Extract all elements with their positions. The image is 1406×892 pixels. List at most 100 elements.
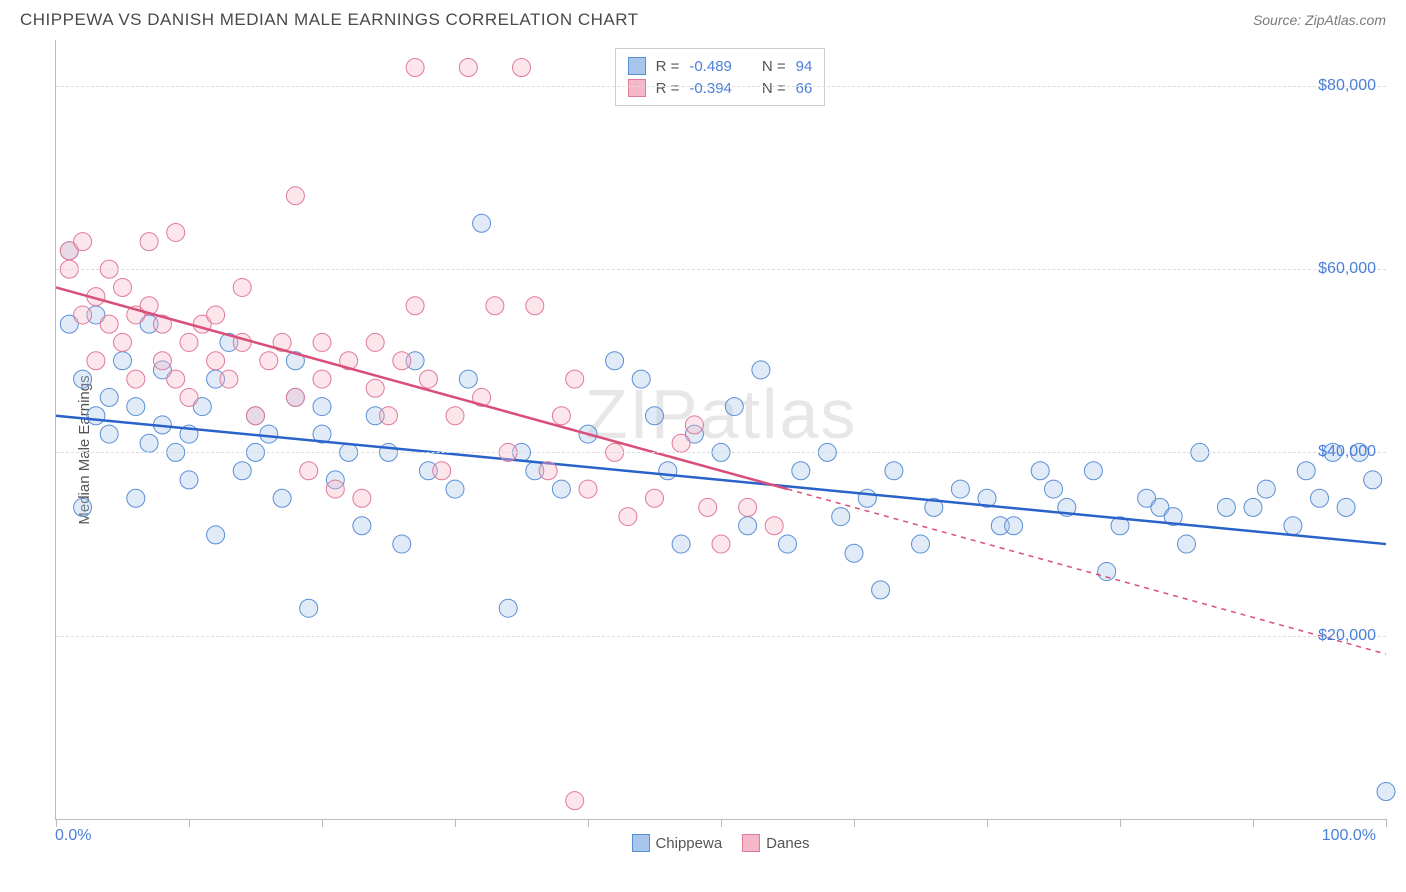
scatter-point xyxy=(233,462,251,480)
scatter-point xyxy=(1337,498,1355,516)
chart-container: Median Male Earnings ZIPatlas R = -0.489… xyxy=(20,40,1386,860)
scatter-point xyxy=(127,398,145,416)
scatter-point xyxy=(446,407,464,425)
scatter-point xyxy=(167,370,185,388)
scatter-point xyxy=(74,306,92,324)
stats-n-danes: 66 xyxy=(796,80,813,97)
scatter-point xyxy=(127,489,145,507)
scatter-point xyxy=(114,333,132,351)
scatter-point xyxy=(1084,462,1102,480)
scatter-point xyxy=(739,517,757,535)
scatter-point xyxy=(153,352,171,370)
scatter-point xyxy=(1284,517,1302,535)
trend-line-dashed xyxy=(788,489,1387,654)
scatter-point xyxy=(326,480,344,498)
scatter-point xyxy=(100,315,118,333)
scatter-point xyxy=(1244,498,1262,516)
scatter-point xyxy=(247,407,265,425)
plot-svg xyxy=(56,40,1386,819)
scatter-point xyxy=(393,352,411,370)
stats-n-label: N = xyxy=(762,58,786,75)
scatter-point xyxy=(406,58,424,76)
scatter-point xyxy=(180,388,198,406)
legend-item-danes: Danes xyxy=(742,834,809,852)
scatter-point xyxy=(1178,535,1196,553)
scatter-point xyxy=(1377,783,1395,801)
scatter-point xyxy=(699,498,717,516)
scatter-point xyxy=(207,306,225,324)
scatter-point xyxy=(552,407,570,425)
scatter-point xyxy=(313,370,331,388)
legend-swatch-chippewa xyxy=(631,834,649,852)
scatter-point xyxy=(366,379,384,397)
y-tick-label: $20,000 xyxy=(1318,627,1376,645)
scatter-point xyxy=(1257,480,1275,498)
stats-r-danes: -0.394 xyxy=(689,80,732,97)
scatter-point xyxy=(74,233,92,251)
scatter-point xyxy=(672,535,690,553)
scatter-point xyxy=(459,58,477,76)
scatter-point xyxy=(872,581,890,599)
scatter-point xyxy=(765,517,783,535)
scatter-point xyxy=(114,278,132,296)
trend-line xyxy=(56,416,1386,544)
scatter-point xyxy=(140,434,158,452)
stats-r-label2: R = xyxy=(656,80,680,97)
scatter-point xyxy=(779,535,797,553)
scatter-point xyxy=(167,223,185,241)
scatter-point xyxy=(353,517,371,535)
stats-swatch-chippewa xyxy=(628,57,646,75)
scatter-point xyxy=(646,407,664,425)
scatter-point xyxy=(353,489,371,507)
stats-n-chippewa: 94 xyxy=(796,58,813,75)
stats-r-label: R = xyxy=(656,58,680,75)
scatter-point xyxy=(712,535,730,553)
scatter-point xyxy=(286,388,304,406)
scatter-point xyxy=(832,508,850,526)
scatter-point xyxy=(87,352,105,370)
scatter-point xyxy=(207,352,225,370)
scatter-point xyxy=(473,214,491,232)
legend-label-chippewa: Chippewa xyxy=(655,835,722,852)
scatter-point xyxy=(1217,498,1235,516)
scatter-point xyxy=(513,58,531,76)
scatter-point xyxy=(220,370,238,388)
scatter-point xyxy=(313,398,331,416)
scatter-point xyxy=(380,407,398,425)
legend-swatch-danes xyxy=(742,834,760,852)
scatter-point xyxy=(566,370,584,388)
legend-label-danes: Danes xyxy=(766,835,809,852)
scatter-point xyxy=(100,425,118,443)
scatter-point xyxy=(672,434,690,452)
scatter-point xyxy=(273,489,291,507)
stats-row-danes: R = -0.394 N = 66 xyxy=(628,77,813,99)
x-label-min: 0.0% xyxy=(55,827,91,845)
scatter-point xyxy=(526,297,544,315)
scatter-point xyxy=(1045,480,1063,498)
scatter-point xyxy=(951,480,969,498)
scatter-point xyxy=(393,535,411,553)
scatter-point xyxy=(207,526,225,544)
scatter-point xyxy=(619,508,637,526)
scatter-point xyxy=(659,462,677,480)
scatter-point xyxy=(1098,563,1116,581)
scatter-point xyxy=(725,398,743,416)
scatter-point xyxy=(366,333,384,351)
bottom-legend: Chippewa Danes xyxy=(631,834,809,852)
y-tick-label: $80,000 xyxy=(1318,77,1376,95)
scatter-point xyxy=(739,498,757,516)
scatter-point xyxy=(912,535,930,553)
x-axis-labels: 0.0% 100.0% Chippewa Danes xyxy=(55,827,1386,852)
scatter-point xyxy=(858,489,876,507)
stats-n-label2: N = xyxy=(762,80,786,97)
scatter-point xyxy=(260,425,278,443)
scatter-point xyxy=(127,370,145,388)
scatter-point xyxy=(446,480,464,498)
scatter-point xyxy=(74,370,92,388)
scatter-point xyxy=(459,370,477,388)
scatter-point xyxy=(1005,517,1023,535)
scatter-point xyxy=(406,297,424,315)
scatter-point xyxy=(1364,471,1382,489)
scatter-point xyxy=(140,233,158,251)
scatter-point xyxy=(552,480,570,498)
